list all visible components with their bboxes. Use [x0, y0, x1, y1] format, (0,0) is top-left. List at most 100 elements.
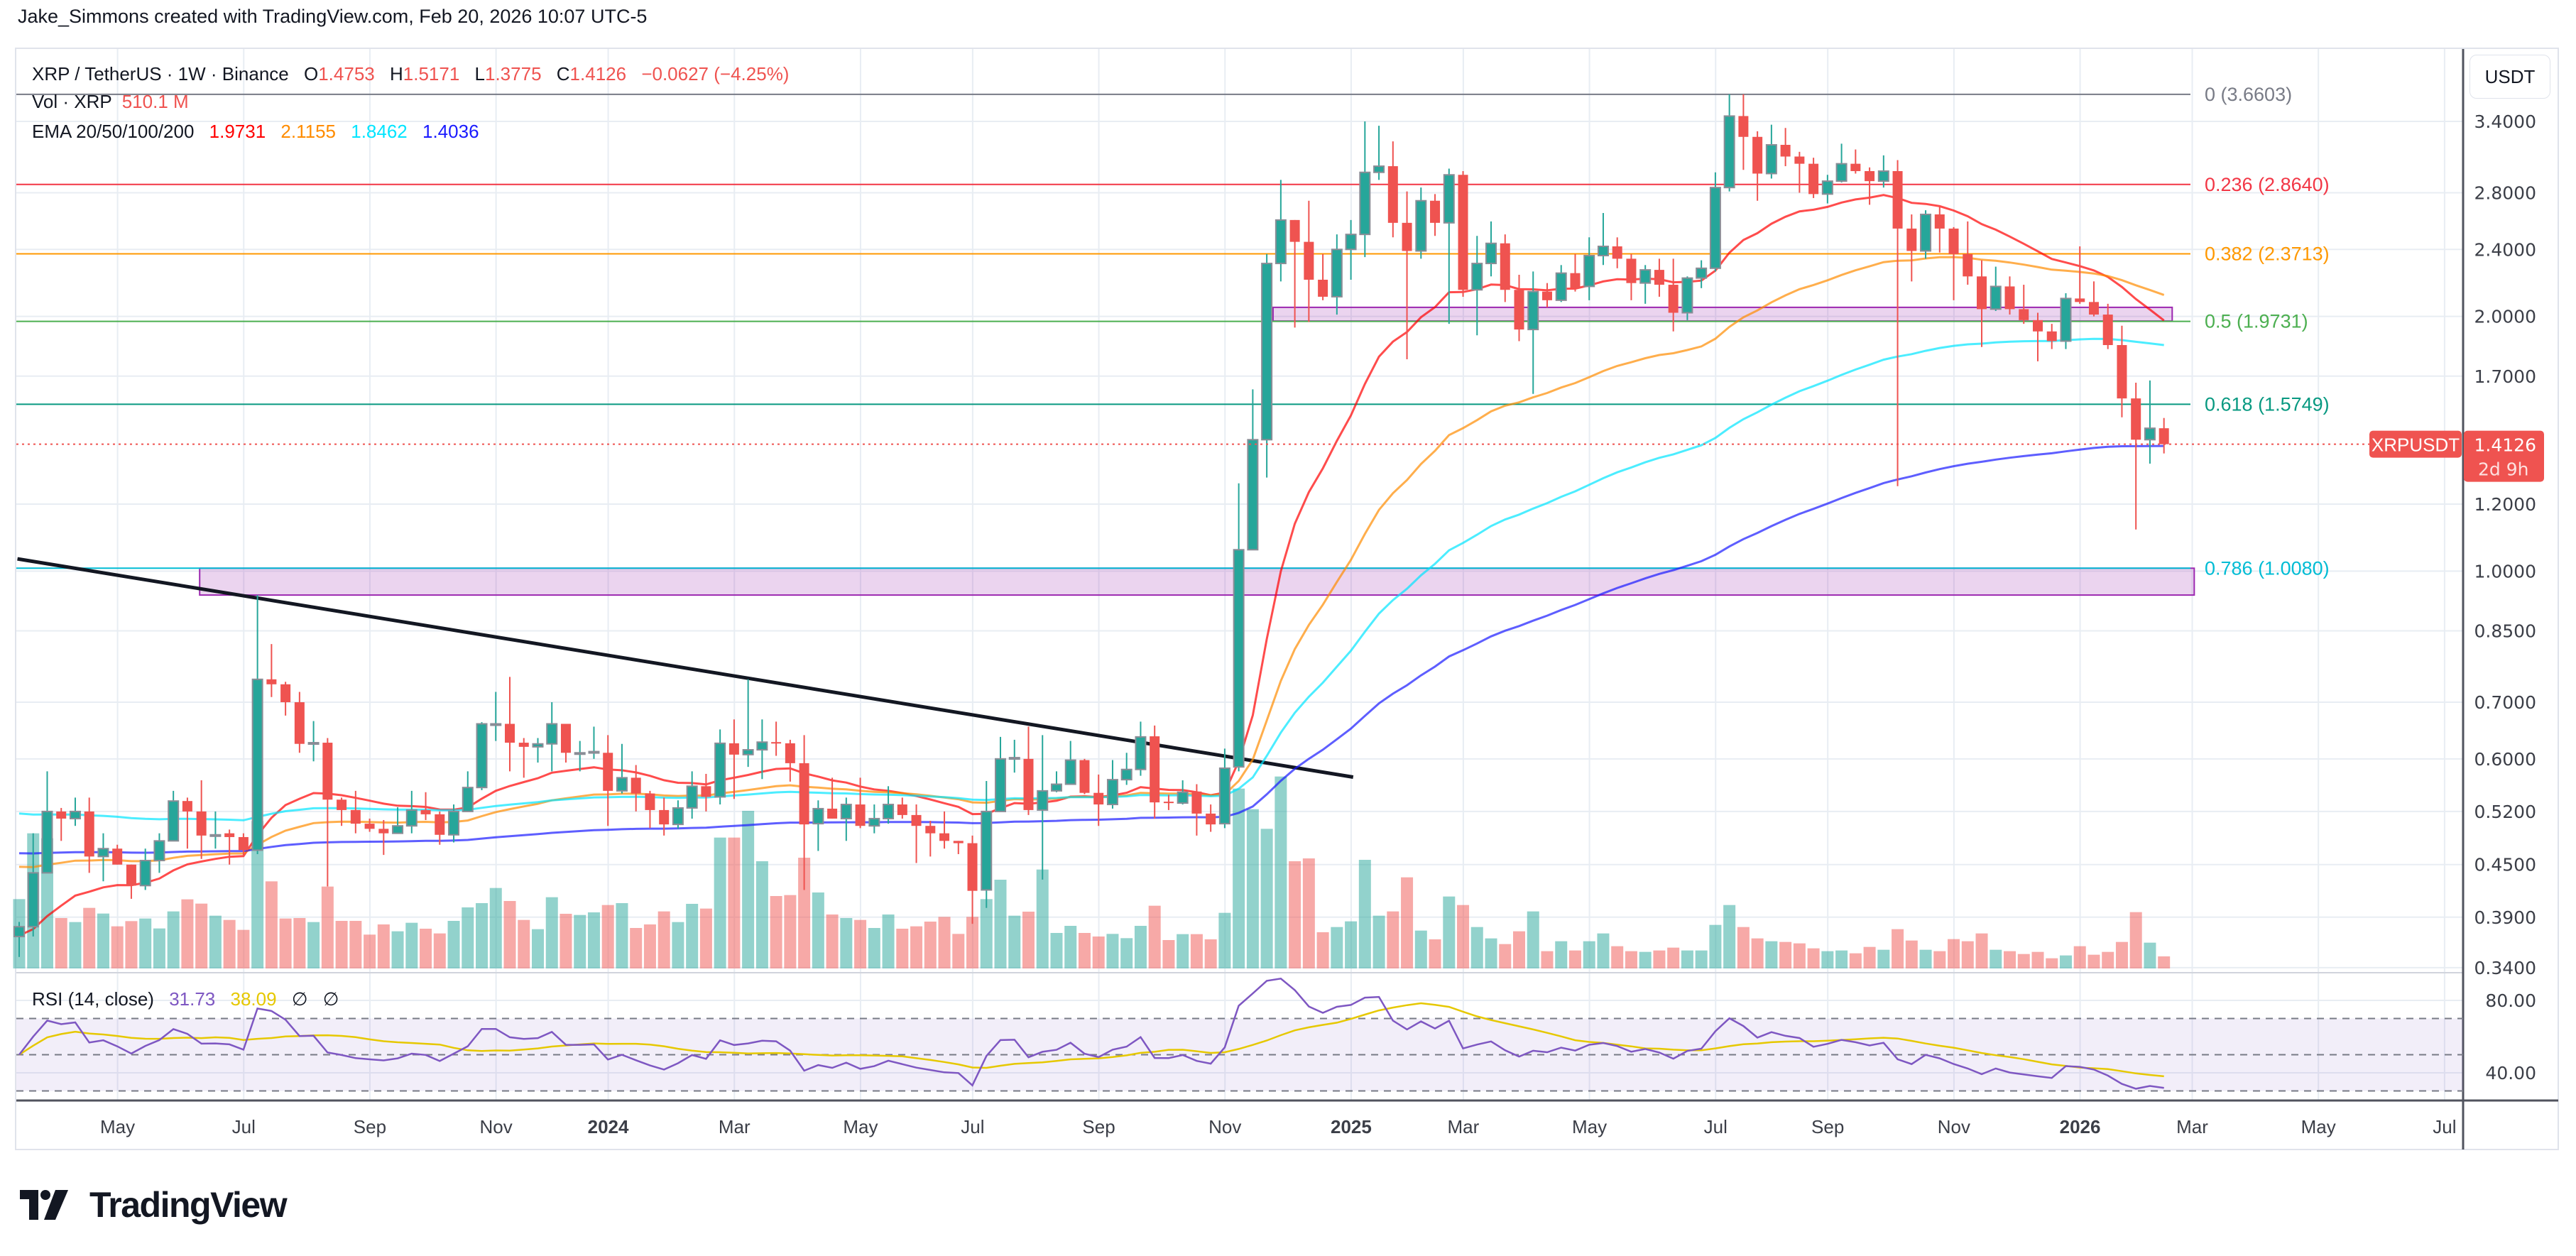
- volume-bar: [770, 896, 782, 968]
- candle: [476, 722, 488, 790]
- candle: [1218, 748, 1230, 829]
- candle-body: [1541, 291, 1552, 300]
- time-tick-label: 2024: [588, 1116, 629, 1137]
- candle-body: [995, 758, 1007, 812]
- candle: [1318, 253, 1328, 300]
- candle-body: [588, 750, 600, 754]
- candle: [1681, 276, 1693, 320]
- candle-body: [2117, 345, 2127, 399]
- candle: [2060, 293, 2072, 349]
- candle-body: [462, 787, 474, 812]
- candle-body: [168, 800, 180, 842]
- candle: [1206, 804, 1216, 832]
- symbol-price-tag: [2369, 430, 2462, 458]
- volume-bar: [643, 924, 656, 968]
- candle-body: [1597, 245, 1609, 256]
- candle-body: [1639, 269, 1652, 284]
- candle: [266, 644, 277, 697]
- candle-body: [251, 678, 263, 851]
- volume-bar: [1331, 927, 1343, 968]
- candle-body: [911, 814, 922, 826]
- volume-bar: [1162, 940, 1175, 968]
- candle: [701, 773, 711, 812]
- candle-body: [280, 684, 291, 703]
- candle-body: [812, 807, 824, 825]
- volume-bar: [209, 915, 222, 968]
- volume-bar: [1877, 949, 1890, 968]
- price-tick-label: 2.0000: [2474, 307, 2536, 327]
- candle: [2019, 285, 2029, 324]
- volume-bar: [125, 921, 138, 968]
- volume-bar: [1583, 941, 1595, 968]
- candle-body: [1177, 791, 1189, 804]
- volume-bar: [1639, 951, 1652, 968]
- candle: [378, 819, 389, 856]
- candle: [307, 721, 320, 762]
- volume-bar: [433, 933, 446, 968]
- symbol-name[interactable]: XRP / TetherUS · 1W · Binance: [32, 63, 289, 84]
- candle-body: [1443, 174, 1455, 224]
- volume-bar: [1246, 809, 1259, 968]
- volume-bar: [167, 911, 180, 968]
- volume-bar: [826, 914, 839, 968]
- candle: [1064, 741, 1076, 785]
- candle: [1696, 260, 1708, 288]
- candle-body: [490, 723, 502, 726]
- candle: [1415, 187, 1427, 259]
- candle: [1135, 721, 1147, 776]
- candle-body: [518, 743, 529, 747]
- ema50-value: 2.1155: [280, 121, 336, 142]
- candle-body: [1402, 222, 1412, 251]
- candle-body: [2004, 286, 2015, 310]
- volume-bar: [307, 922, 320, 968]
- time-tick-label: May: [2301, 1116, 2336, 1137]
- candle-body: [1415, 200, 1427, 252]
- volume-bar: [938, 917, 951, 968]
- tradingview-logo[interactable]: TradingView: [20, 1184, 288, 1225]
- candle: [112, 844, 123, 865]
- volume-bar: [1106, 934, 1119, 968]
- volume-bar: [293, 918, 306, 968]
- candle-body: [209, 834, 222, 837]
- volume-bar: [1218, 912, 1231, 968]
- volume-bar: [503, 901, 516, 968]
- candle: [1654, 258, 1664, 297]
- candle: [2046, 324, 2057, 349]
- candle-body: [2131, 398, 2141, 440]
- open-value: 1.4753: [318, 63, 375, 84]
- time-tick-label: Mar: [2176, 1116, 2208, 1137]
- rsi-legend[interactable]: RSI (14, close) 31.73 38.09 ∅ ∅: [32, 988, 339, 1010]
- volume-series: [13, 776, 2171, 968]
- volume-bar: [868, 928, 880, 968]
- candle: [1780, 128, 1791, 167]
- volume-legend[interactable]: Vol · XRP 510.1 M: [32, 91, 189, 112]
- volume-bar: [1793, 943, 1806, 968]
- time-tick-label: Nov: [1208, 1116, 1241, 1137]
- fib-level-label: 0.618 (1.5749): [2205, 393, 2330, 415]
- volume-bar: [1177, 934, 1189, 968]
- fib-level-label: 0.382 (2.3713): [2205, 244, 2330, 265]
- volume-bar: [2087, 954, 2100, 968]
- price-tick-label: 3.4000: [2474, 111, 2536, 132]
- candle-body: [435, 814, 445, 835]
- candle-body: [1527, 290, 1539, 331]
- ema-legend[interactable]: EMA 20/50/100/200 1.9731 2.1155 1.8462 1…: [32, 121, 479, 142]
- volume-bar: [657, 911, 670, 968]
- candle: [897, 797, 907, 819]
- candle: [153, 833, 165, 873]
- candle-body: [1275, 219, 1287, 265]
- candle: [1934, 206, 1945, 253]
- volume-bar: [924, 922, 937, 968]
- volume-bar: [1948, 939, 1960, 968]
- candle: [2032, 312, 2043, 361]
- volume-bar: [1120, 938, 1133, 968]
- currency-button[interactable]: USDT: [2469, 55, 2550, 99]
- candle: [967, 835, 978, 924]
- candle: [1583, 237, 1595, 300]
- candle-body: [1696, 267, 1708, 279]
- time-tick-label: 2026: [2060, 1116, 2101, 1137]
- volume-bar: [1429, 939, 1441, 968]
- time-tick-label: Sep: [1082, 1116, 1115, 1137]
- volume-bar: [2004, 951, 2016, 968]
